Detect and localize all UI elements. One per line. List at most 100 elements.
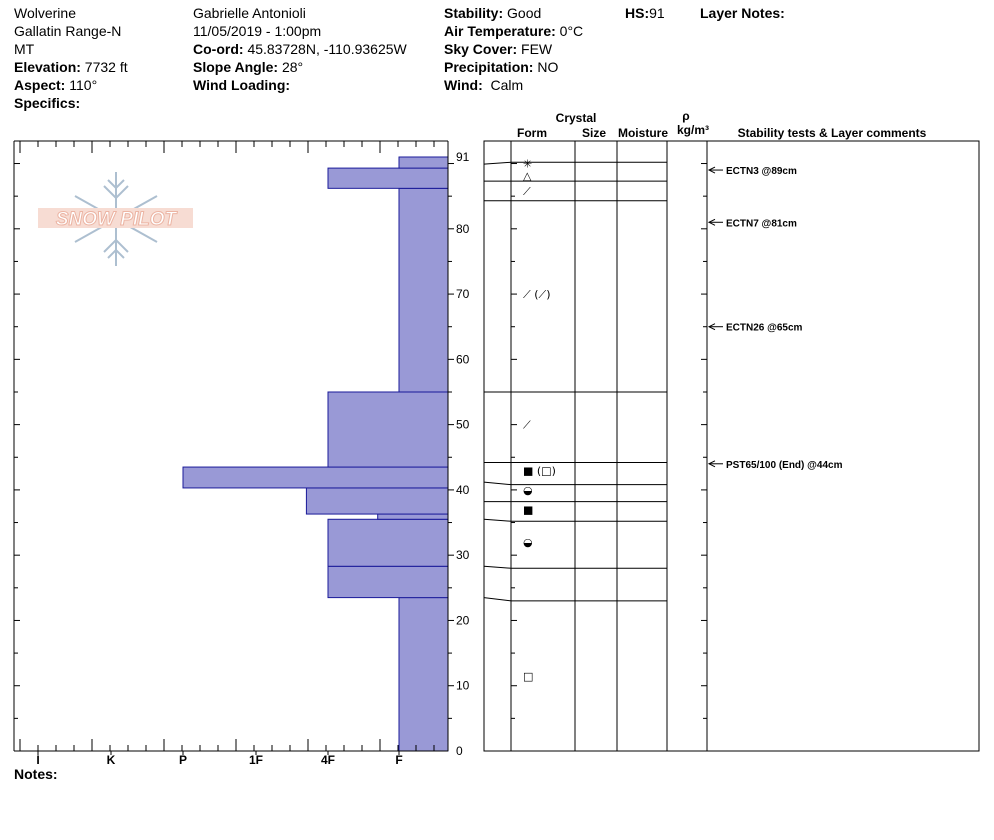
elevation-row: Elevation: 7732 ft: [14, 58, 128, 76]
column-headers: Crystal Form Size Moisture ρ kg/m³ Stabi…: [517, 109, 927, 140]
grain-form-symbol: ⟋ (⟋): [523, 288, 550, 301]
hardness-bar: [327, 518, 449, 567]
crystal-header: Crystal: [556, 111, 597, 125]
elevation-label: Elevation:: [14, 59, 81, 75]
hs-value: 91: [649, 5, 665, 21]
height-tick-label: 10: [456, 679, 470, 693]
layer-connector: [483, 518, 512, 522]
height-tick-label: 40: [456, 483, 470, 497]
layer-table: ✳△ ⟋ ⟋ (⟋) ⟋ ■ (□) ◒ ■ ◒ □ ECTN3 @89cm ECTN7 @81cm…: [483, 140, 980, 752]
stability-test-label: ECTN7 @81cm: [726, 218, 797, 229]
height-tick-label: 0: [456, 744, 463, 758]
grain-form-symbol: ■ (□): [523, 464, 556, 477]
sky-label: Sky Cover:: [444, 41, 518, 57]
stability-test-label: ECTN3 @89cm: [726, 166, 797, 177]
height-tick-label: 30: [456, 548, 470, 562]
arrow-head-icon: [707, 323, 716, 331]
rho-header: ρ: [682, 109, 689, 123]
elevation-value: 7732 ft: [84, 59, 128, 75]
grain-form-symbol: ■: [523, 503, 533, 516]
layer-connector: [483, 565, 512, 569]
stability-label: Stability:: [444, 5, 504, 21]
wind-value: Calm: [490, 77, 524, 93]
table-frame: [483, 140, 980, 752]
height-tick-label: 70: [456, 287, 470, 301]
aspect-label: Aspect:: [14, 77, 66, 93]
hardness-tick-label: K: [107, 753, 116, 767]
hardness-tick-label: P: [179, 753, 187, 767]
layer-notes-row: Layer Notes:: [700, 4, 785, 22]
height-tick-label: 80: [456, 222, 470, 236]
hardness-plot: 0 10 20 30 40 50 60 70 80 91 I K P 1F 4F F: [13, 140, 470, 767]
coord-value: 45.83728N, -110.93625W: [247, 41, 407, 57]
state-name: MT: [14, 41, 35, 57]
aspect-value: 110°: [69, 77, 98, 93]
header-observer-block: Gabrielle Antonioli 11/05/2019 - 1:00pm …: [193, 4, 407, 94]
specifics-label: Specifics:: [14, 95, 81, 111]
wind-row: Wind: Calm: [444, 76, 583, 94]
hardness-bar: [377, 513, 449, 520]
precip-value: NO: [537, 59, 559, 75]
air-temp-row: Air Temperature: 0°C: [444, 22, 583, 40]
height-tick-label: 20: [456, 613, 470, 627]
stability-row: Stability: Good: [444, 4, 583, 22]
layer-notes-label: Layer Notes:: [700, 5, 785, 21]
coord-label: Co-ord:: [193, 41, 244, 57]
stability-value: Good: [507, 5, 542, 21]
height-tick-label: 60: [456, 352, 470, 366]
hardness-bar: [327, 391, 449, 468]
hs-label: HS:: [625, 5, 650, 21]
observation-datetime: 11/05/2019 - 1:00pm: [193, 23, 322, 39]
stability-test-label: ECTN26 @65cm: [726, 323, 803, 334]
hardness-bar: [327, 167, 449, 189]
coord-row: Co-ord: 45.83728N, -110.93625W: [193, 40, 407, 58]
hardness-bar: [398, 156, 449, 169]
air-temp-label: Air Temperature:: [444, 23, 556, 39]
wind-label: Wind:: [444, 77, 483, 93]
hardness-bar: [327, 565, 449, 599]
hardness-tick-label: I: [36, 753, 39, 767]
grain-form-symbol: ◒: [523, 536, 533, 549]
hardness-tick-label: F: [395, 753, 402, 767]
snowpilot-logo: SNOW PILOT: [38, 172, 193, 266]
sky-row: Sky Cover: FEW: [444, 40, 583, 58]
stability-test-label: PST65/100 (End) @44cm: [726, 460, 843, 471]
form-header: Form: [517, 126, 547, 140]
arrow-head-icon: [707, 166, 716, 174]
grain-form-symbol: ⟋: [523, 419, 531, 432]
hardness-tick-label: 1F: [249, 753, 263, 767]
size-header: Size: [582, 126, 606, 140]
slope-label: Slope Angle:: [193, 59, 279, 75]
precip-row: Precipitation: NO: [444, 58, 583, 76]
observer-name: Gabrielle Antonioli: [193, 5, 306, 21]
precip-label: Precipitation:: [444, 59, 534, 75]
hardness-bar: [305, 487, 449, 515]
header-conditions-block: Stability: Good Air Temperature: 0°C Sky…: [444, 4, 583, 94]
header-site-block: Wolverine Gallatin Range-N MT Elevation:…: [14, 4, 128, 112]
grain-form-symbol: ✳: [523, 158, 532, 171]
slope-value: 28°: [281, 59, 304, 75]
notes-label: Notes:: [14, 766, 58, 782]
location-name: Wolverine: [14, 5, 76, 21]
hs-row: HS:91: [625, 4, 665, 22]
stability-tests-header: Stability tests & Layer comments: [738, 126, 927, 140]
arrow-head-icon: [707, 460, 716, 468]
layer-connector: [483, 161, 512, 165]
grain-form-symbol: ◒: [523, 484, 533, 497]
range-name: Gallatin Range-N: [14, 23, 122, 39]
hardness-bar: [398, 187, 449, 393]
sky-value: FEW: [521, 41, 553, 57]
density-unit-header: kg/m³: [677, 123, 709, 137]
moisture-header: Moisture: [618, 126, 668, 140]
aspect-row: Aspect: 110°: [14, 76, 128, 94]
logo-band: [38, 208, 193, 228]
hardness-tick-label: 4F: [321, 753, 335, 767]
slope-row: Slope Angle: 28°: [193, 58, 407, 76]
wind-loading-label: Wind Loading:: [193, 77, 291, 93]
hardness-bar: [398, 597, 449, 752]
grain-form-symbol: ⟋: [523, 185, 531, 198]
layer-connector: [483, 597, 512, 602]
height-tick-label: 91: [456, 150, 470, 164]
wind-loading-row: Wind Loading:: [193, 76, 407, 94]
